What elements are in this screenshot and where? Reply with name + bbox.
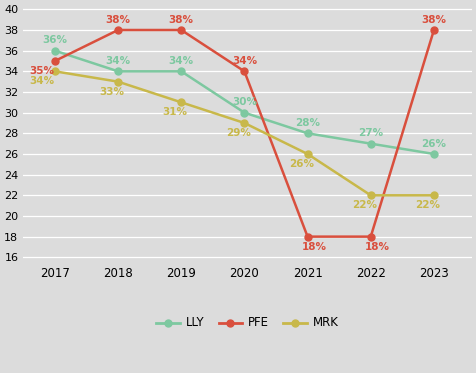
Text: 38%: 38%: [169, 15, 194, 25]
Text: 22%: 22%: [415, 200, 440, 210]
LLY: [115, 69, 121, 73]
MRK: [115, 79, 121, 84]
MRK: [241, 121, 247, 125]
Text: 18%: 18%: [365, 242, 389, 252]
Text: 29%: 29%: [226, 128, 250, 138]
LLY: [241, 110, 247, 115]
PFE: [178, 28, 184, 32]
Text: 31%: 31%: [162, 107, 188, 117]
Text: 26%: 26%: [289, 159, 314, 169]
LLY: [178, 69, 184, 73]
PFE: [241, 69, 247, 73]
Text: 28%: 28%: [295, 118, 320, 128]
Text: 34%: 34%: [106, 56, 130, 66]
Text: 38%: 38%: [106, 15, 130, 25]
MRK: [52, 69, 58, 73]
Text: 34%: 34%: [30, 76, 55, 87]
PFE: [431, 28, 437, 32]
Text: 30%: 30%: [232, 97, 257, 107]
PFE: [368, 234, 374, 239]
PFE: [305, 234, 310, 239]
Text: 38%: 38%: [421, 15, 446, 25]
PFE: [52, 59, 58, 63]
Text: 26%: 26%: [421, 139, 446, 149]
Line: LLY: LLY: [51, 47, 437, 157]
MRK: [368, 193, 374, 198]
Text: 27%: 27%: [358, 128, 383, 138]
Legend: LLY, PFE, MRK: LLY, PFE, MRK: [152, 311, 344, 334]
Line: MRK: MRK: [51, 68, 437, 199]
MRK: [305, 152, 310, 156]
LLY: [305, 131, 310, 135]
Text: 34%: 34%: [232, 56, 257, 66]
MRK: [178, 100, 184, 104]
Text: 35%: 35%: [30, 66, 55, 76]
MRK: [431, 193, 437, 198]
Text: 33%: 33%: [99, 87, 124, 97]
PFE: [115, 28, 121, 32]
Text: 22%: 22%: [352, 200, 377, 210]
LLY: [368, 141, 374, 146]
Text: 34%: 34%: [169, 56, 194, 66]
LLY: [52, 48, 58, 53]
Text: 36%: 36%: [42, 35, 68, 46]
LLY: [431, 152, 437, 156]
Text: 18%: 18%: [301, 242, 327, 252]
Line: PFE: PFE: [51, 26, 437, 240]
